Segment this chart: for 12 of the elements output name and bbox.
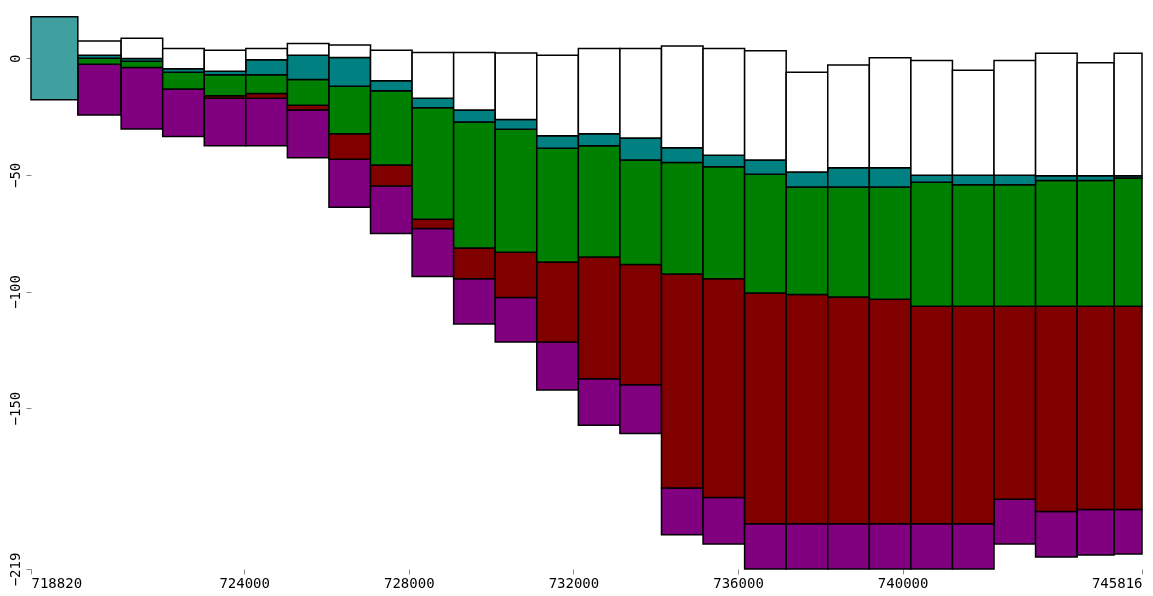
y-tick-label: −100 [6, 275, 23, 309]
x-tick-label: 732000 [548, 574, 600, 591]
x-tick-label: 745816 [1091, 574, 1143, 591]
x-tick-label: 728000 [384, 574, 435, 591]
x-tick-label: 736000 [713, 574, 764, 591]
y-tick-label: 0 [6, 54, 23, 64]
y-tick-label: −50 [6, 162, 23, 189]
x-tick-label: 724000 [219, 574, 270, 591]
y-tick-label: −219 [6, 552, 23, 587]
y-tick-label: −150 [6, 391, 23, 426]
x-tick-label: 740000 [877, 574, 929, 591]
x-tick-label: 718820 [31, 574, 83, 591]
